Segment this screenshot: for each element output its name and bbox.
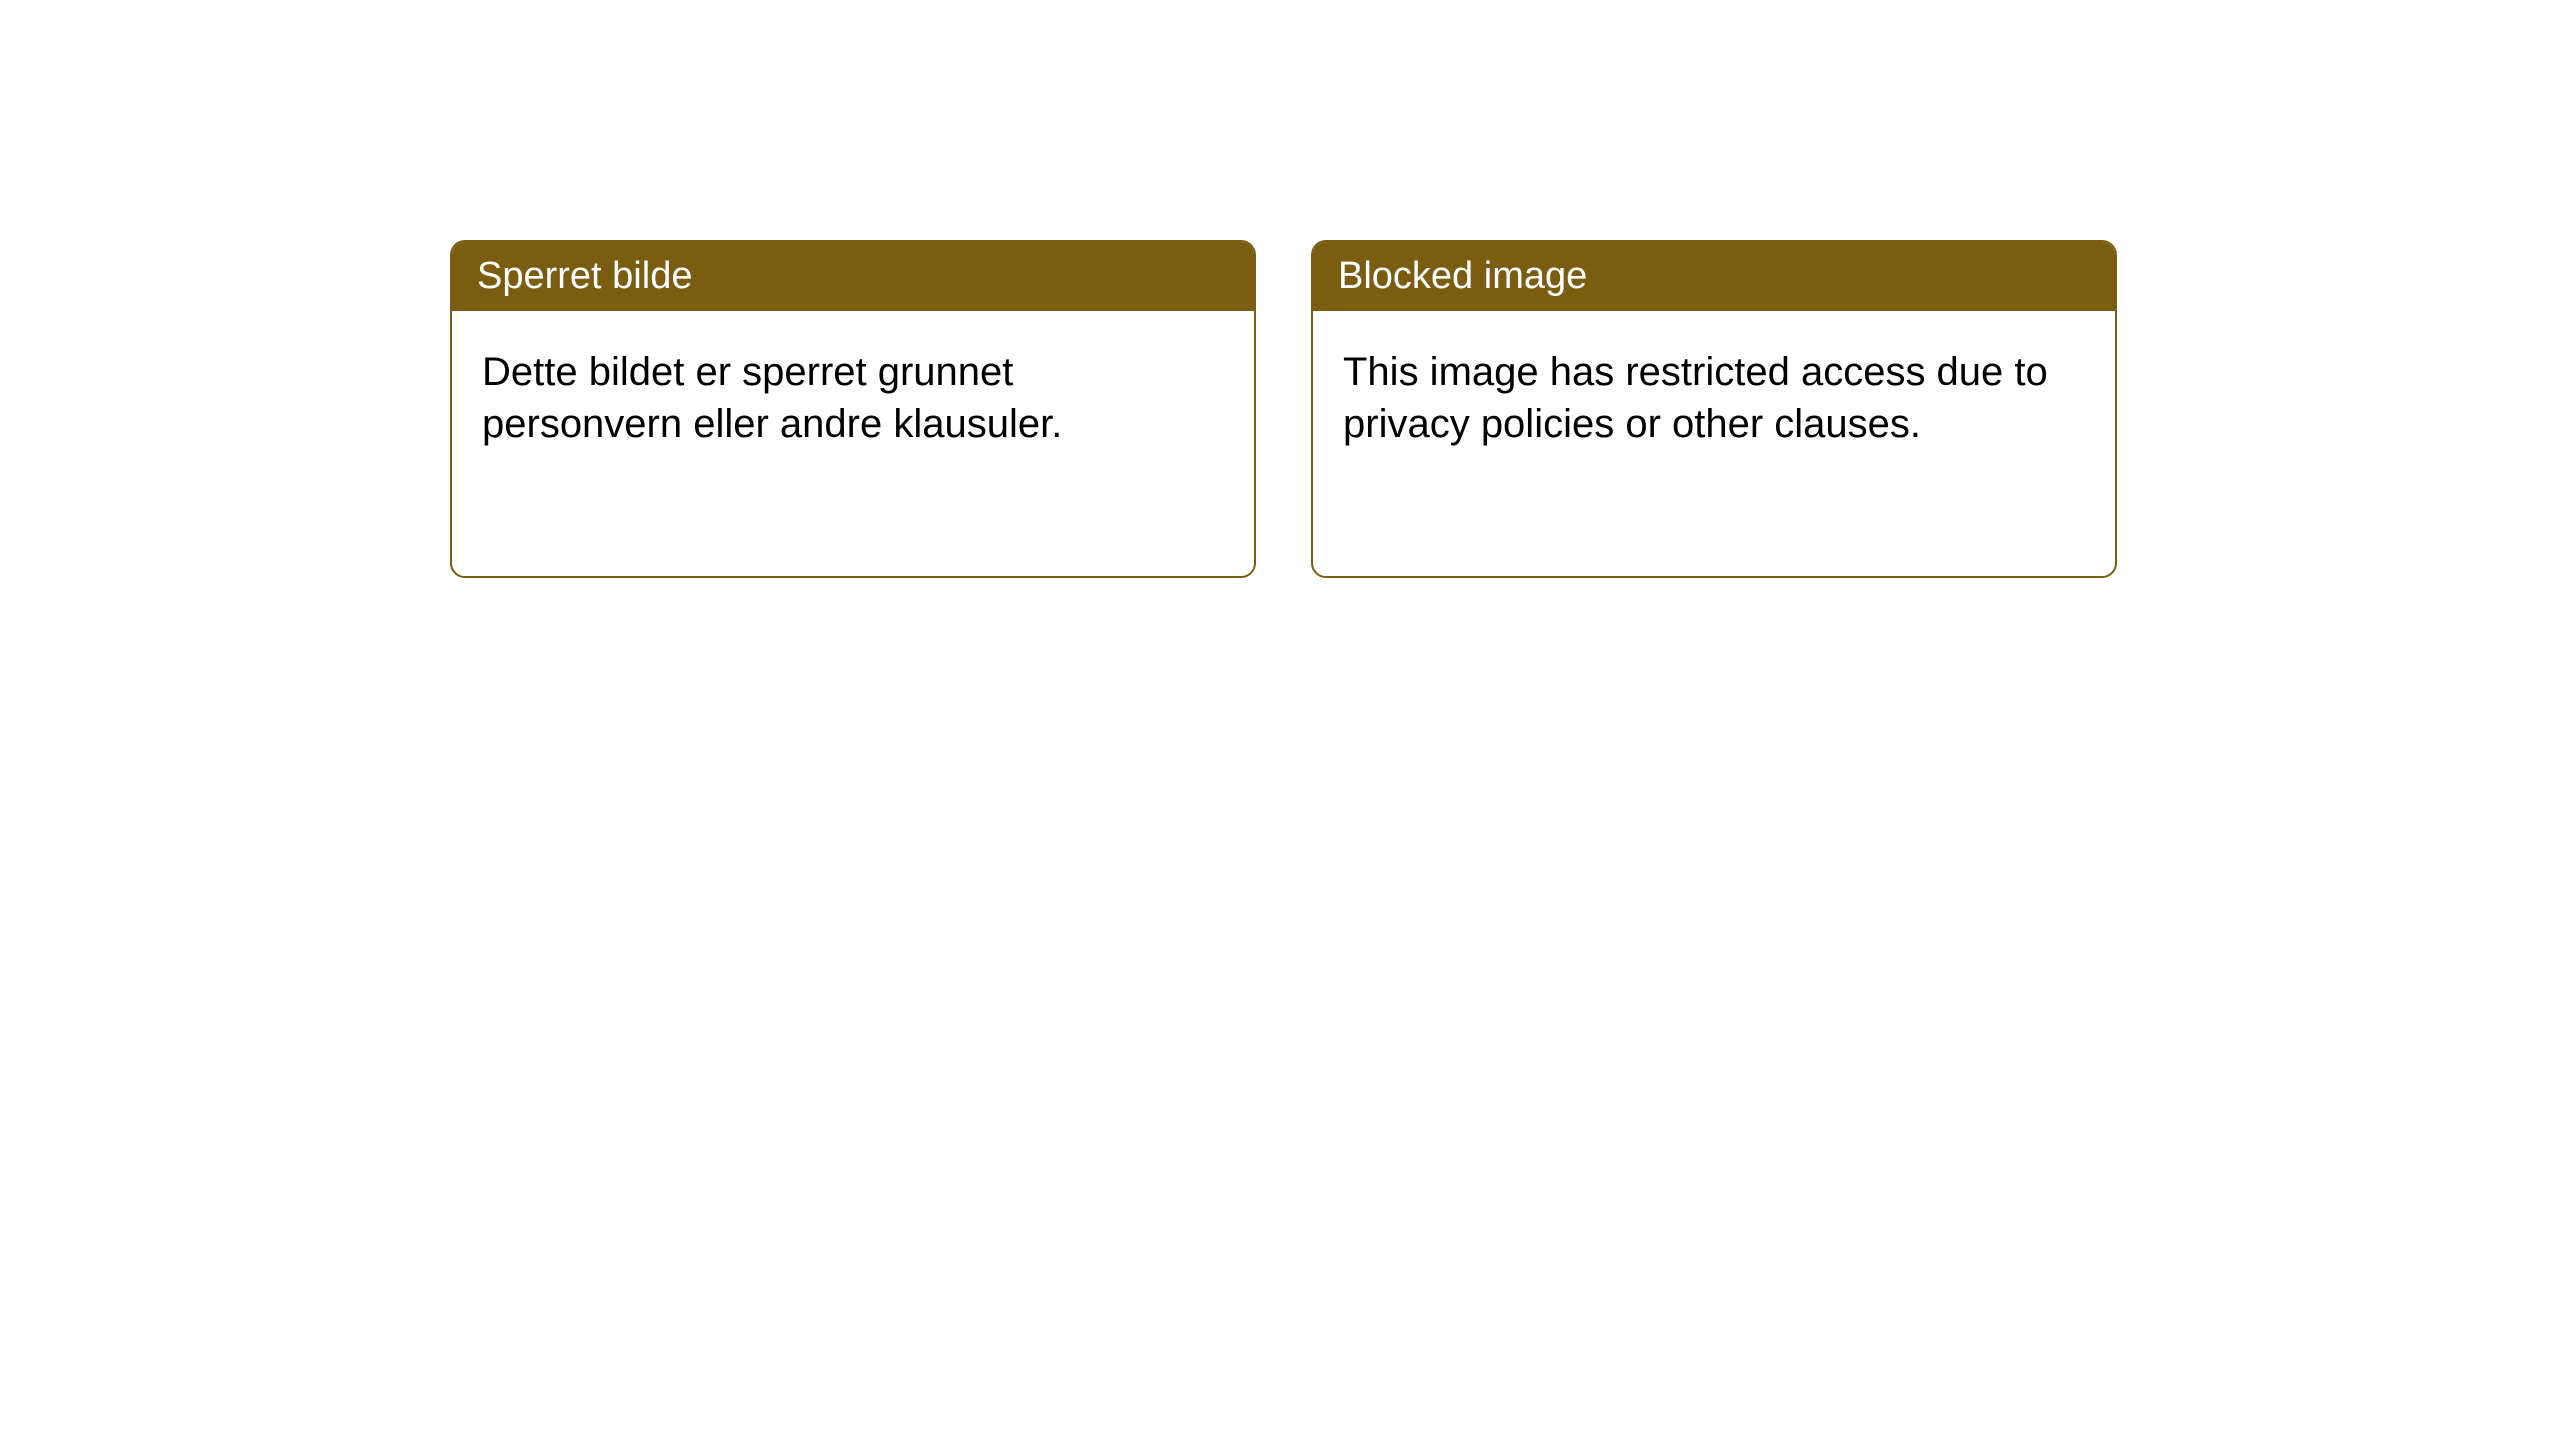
card-body-text: Dette bildet er sperret grunnet personve… [452,311,1254,485]
card-header-title: Sperret bilde [452,242,1254,311]
notice-card-english: Blocked image This image has restricted … [1311,240,2117,578]
card-header-title: Blocked image [1313,242,2115,311]
notice-card-norwegian: Sperret bilde Dette bildet er sperret gr… [450,240,1256,578]
card-body-text: This image has restricted access due to … [1313,311,2115,485]
cards-container: Sperret bilde Dette bildet er sperret gr… [0,0,2560,578]
